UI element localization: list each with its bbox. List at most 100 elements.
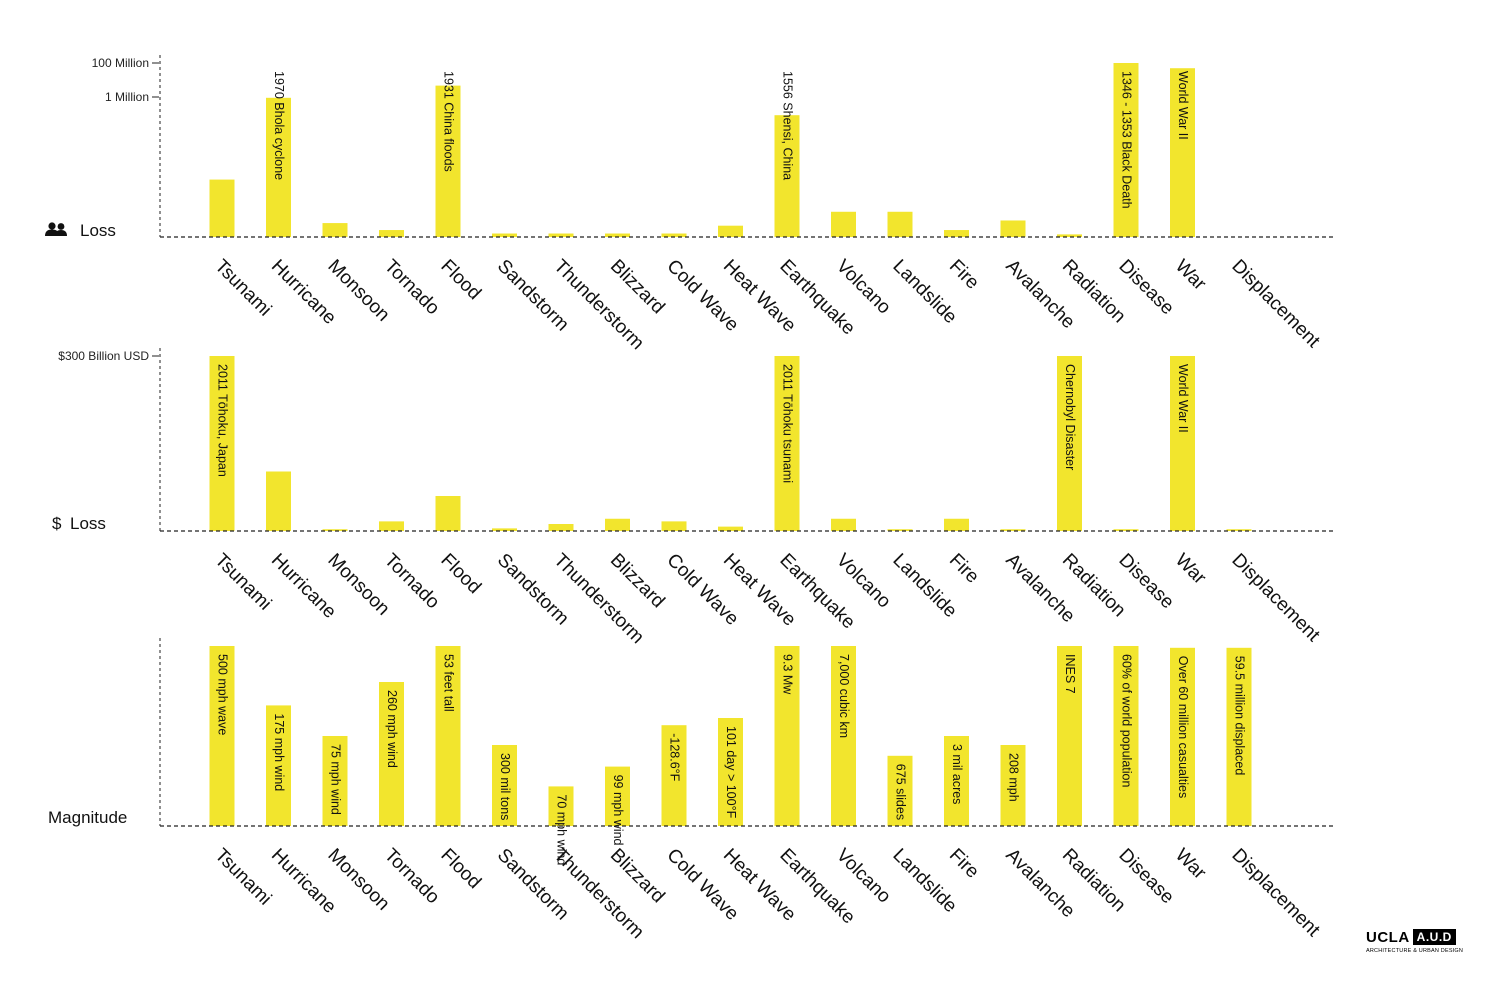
chart3-bar-heat-wave — [718, 718, 743, 826]
chart1-bar-thunderstorm — [548, 233, 574, 237]
chart3-bar-avalanche — [1000, 745, 1026, 826]
chart3-bar-thunderstorm — [548, 786, 574, 826]
chart1-bar-blizzard — [605, 233, 630, 237]
chart3-axis-title: Magnitude — [48, 808, 127, 827]
chart3-bar-label-cold-wave: -128.6°F — [668, 733, 682, 781]
chart3-bar-flood — [435, 646, 461, 826]
chart3-bar-volcano — [831, 646, 856, 826]
chart1-bar-label-hurricane: 1970 Bhola cyclone — [272, 71, 286, 180]
chart3-bar-hurricane — [266, 705, 291, 826]
chart3-bar-label-landslide: 675 slides — [894, 764, 908, 820]
chart2-bar-label-earthquake: 2011 Tōhoku tsunami — [781, 364, 795, 483]
chart2-bar-war — [1170, 356, 1195, 531]
dollar-sign-icon: $ — [52, 514, 62, 533]
chart2-bar-fire — [944, 518, 969, 531]
chart1-bar-radiation — [1057, 234, 1082, 237]
chart2-bar-volcano — [831, 518, 856, 531]
chart2-bar-sandstorm — [492, 528, 517, 531]
chart2-bar-monsoon — [322, 529, 348, 531]
chart1-bar-label-flood: 1931 China floods — [442, 71, 456, 172]
ucla-aud-logo: UCLA A.U.D ARCHITECTURE & URBAN DESIGN — [1366, 928, 1464, 956]
chart2-bar-flood — [435, 496, 461, 531]
chart3-x-label-fire: Fire — [945, 845, 983, 883]
chart1-bar-label-disease: 1346 - 1353 Black Death — [1120, 71, 1134, 209]
chart3-bar-disease — [1113, 646, 1139, 826]
chart2-bar-displacement — [1226, 529, 1252, 531]
chart2-x-label-war: War — [1171, 550, 1210, 589]
chart3-bar-label-flood: 53 feet tall — [442, 654, 456, 712]
chart1-axis-title: Loss — [80, 221, 116, 240]
chart3-x-label-displacement: Displacement — [1227, 845, 1324, 942]
chart3-bar-fire — [944, 736, 969, 826]
chart2-bar-label-war: World War II — [1176, 364, 1190, 433]
chart2-bar-heat-wave — [718, 526, 743, 531]
chart2-bar-blizzard — [605, 518, 630, 531]
chart3-bar-monsoon — [322, 736, 348, 826]
chart1-x-label-war: War — [1171, 256, 1210, 295]
chart1-bar-disease — [1113, 63, 1139, 237]
chart3-bar-tsunami — [209, 646, 235, 826]
logo-subtitle: ARCHITECTURE & URBAN DESIGN — [1366, 948, 1464, 954]
chart3-bar-label-avalanche: 208 mph — [1007, 753, 1021, 802]
chart3-bar-tornado — [379, 682, 404, 826]
chart1-x-label-tsunami: Tsunami — [210, 256, 275, 321]
chart1-bar-cold-wave — [661, 233, 687, 237]
chart2-bar-label-radiation: Chernobyl Disaster — [1063, 364, 1077, 470]
people-icon-head-back — [48, 222, 56, 230]
chart3-bar-label-hurricane: 175 mph wind — [272, 713, 286, 791]
chart3-x-label-war: War — [1171, 845, 1210, 884]
chart3-bar-label-earthquake: 9.3 Mw — [781, 654, 795, 695]
chart3-x-label-flood: Flood — [436, 845, 484, 893]
chart2-bar-cold-wave — [661, 521, 687, 531]
chart1-bar-label-earthquake: 1556 Shensi, China — [781, 71, 795, 180]
chart2-bar-hurricane — [266, 471, 291, 531]
chart3-bar-label-disease: 60% of world population — [1120, 654, 1134, 787]
chart3-bar-label-heat-wave: 101 day > 100°F — [724, 726, 738, 819]
chart1-bar-earthquake — [774, 115, 800, 237]
chart1-bar-war — [1170, 68, 1195, 237]
chart3-x-label-tsunami: Tsunami — [210, 845, 275, 910]
chart2-axis-title: Loss — [70, 514, 106, 533]
chart1-bar-sandstorm — [492, 233, 517, 237]
chart3-bar-label-tsunami: 500 mph wave — [216, 654, 230, 735]
people-icon-body-front — [55, 230, 67, 236]
chart3-bar-radiation — [1057, 646, 1082, 826]
chart2-bar-label-tsunami: 2011 Tōhoku, Japan — [216, 364, 230, 477]
chart3-bar-displacement — [1226, 647, 1252, 826]
chart1-x-label-fire: Fire — [945, 256, 983, 294]
chart2-x-label-tsunami: Tsunami — [210, 550, 275, 615]
chart2-x-label-displacement: Displacement — [1227, 550, 1324, 647]
chart1-bar-monsoon — [322, 223, 348, 237]
chart3-bar-label-fire: 3 mil acres — [950, 744, 964, 804]
chart1-bar-flood — [435, 85, 461, 238]
chart1-bar-volcano — [831, 211, 856, 237]
chart3-bar-label-monsoon: 75 mph wind — [329, 744, 343, 815]
chart3-bar-label-tornado: 260 mph wind — [385, 690, 399, 768]
chart2-bar-landslide — [887, 529, 913, 531]
chart2-bar-tornado — [379, 521, 404, 531]
chart3-bar-blizzard — [605, 766, 630, 826]
chart2-bar-earthquake — [774, 356, 800, 531]
chart3-bar-war — [1170, 647, 1195, 826]
chart2-bar-radiation — [1057, 356, 1082, 531]
chart3-bar-earthquake — [774, 646, 800, 826]
chart2-x-label-fire: Fire — [945, 550, 983, 588]
chart1-bar-landslide — [887, 211, 913, 237]
chart2-bar-thunderstorm — [548, 524, 574, 531]
chart3-bar-label-displacement: 59.5 million displaced — [1233, 656, 1247, 776]
chart1-bar-tornado — [379, 230, 404, 237]
chart1-bar-heat-wave — [718, 225, 743, 237]
logo-ucla-text: UCLA — [1366, 928, 1410, 946]
chart1-x-label-displacement: Displacement — [1227, 256, 1324, 353]
chart1-x-label-flood: Flood — [436, 256, 484, 304]
chart1-y-tick-label: 1 Million — [105, 90, 149, 104]
chart3-bar-label-volcano: 7,000 cubic km — [837, 654, 851, 738]
chart1-bar-label-war: World War II — [1176, 71, 1190, 140]
chart3-bar-label-blizzard: 99 mph wind — [611, 775, 625, 846]
chart3-bar-landslide — [887, 755, 913, 826]
chart3-bar-label-thunderstorm: 70 mph wind — [555, 794, 569, 865]
chart2-bar-avalanche — [1000, 529, 1026, 531]
logo-aud-box: A.U.D — [1412, 929, 1456, 945]
chart3-bar-label-sandstorm: 300 mil tons — [498, 753, 512, 820]
